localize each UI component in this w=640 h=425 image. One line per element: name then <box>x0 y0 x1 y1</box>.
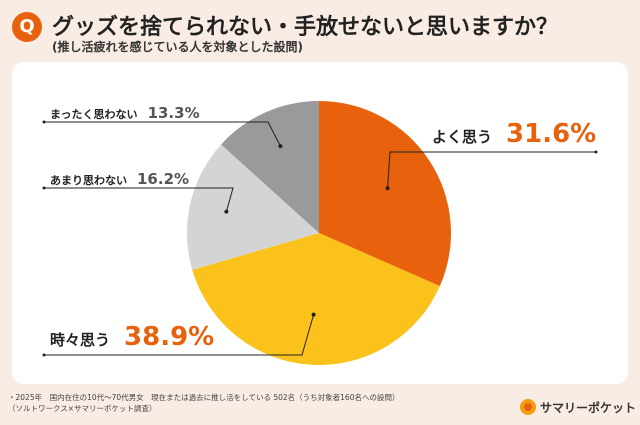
pie-slice-3 <box>187 144 319 270</box>
page-title: グッズを捨てられない・手放せないと思いますか？ <box>52 15 559 40</box>
question-badge: Q <box>12 12 42 42</box>
brand-logo: サマリーポケット <box>520 396 636 418</box>
pie-slice-2 <box>192 233 440 366</box>
slice-name-1: よく思う <box>432 128 492 146</box>
leader-end-dot-4 <box>42 120 46 124</box>
slice-value-3: 16.2% <box>137 170 189 188</box>
leader-end-dot-3 <box>42 186 46 190</box>
slice-label-2: 時々思う 38.9% <box>50 322 214 352</box>
slice-name-4: まったく思わない <box>50 108 138 121</box>
leader-line-1 <box>387 151 596 189</box>
leader-end-dot-1 <box>594 150 598 154</box>
brand-logo-icon <box>520 399 536 415</box>
leader-end-dot-2 <box>42 353 46 357</box>
leader-line-3 <box>44 187 234 212</box>
footnote: ・2025年 国内在住の10代〜70代男女 現在または過去に推し活をしている 5… <box>8 392 478 414</box>
slice-label-3: あまり思わない 16.2% <box>50 170 189 188</box>
leader-line-2 <box>44 314 315 356</box>
slice-label-1: よく思う 31.6% <box>432 119 596 149</box>
pie-slice-4 <box>221 101 319 233</box>
slice-value-1: 31.6% <box>506 119 596 149</box>
footnote-line-1: ・2025年 国内在住の10代〜70代男女 現在または過去に推し活をしている 5… <box>8 393 400 402</box>
slice-value-2: 38.9% <box>124 322 214 352</box>
footnote-line-2: （ソルトワークス×サマリーポケット調査） <box>8 404 157 413</box>
slice-name-3: あまり思わない <box>50 174 127 187</box>
leader-line-4 <box>44 121 281 147</box>
slice-name-2: 時々思う <box>50 331 110 349</box>
brand-name: サマリーポケット <box>540 400 637 415</box>
slice-label-4: まったく思わない 13.3% <box>50 104 200 122</box>
slice-value-4: 13.3% <box>148 104 200 122</box>
page-subtitle: (推し活疲れを感じている人を対象とした設問) <box>52 40 303 54</box>
pie-slice-1 <box>319 101 452 287</box>
